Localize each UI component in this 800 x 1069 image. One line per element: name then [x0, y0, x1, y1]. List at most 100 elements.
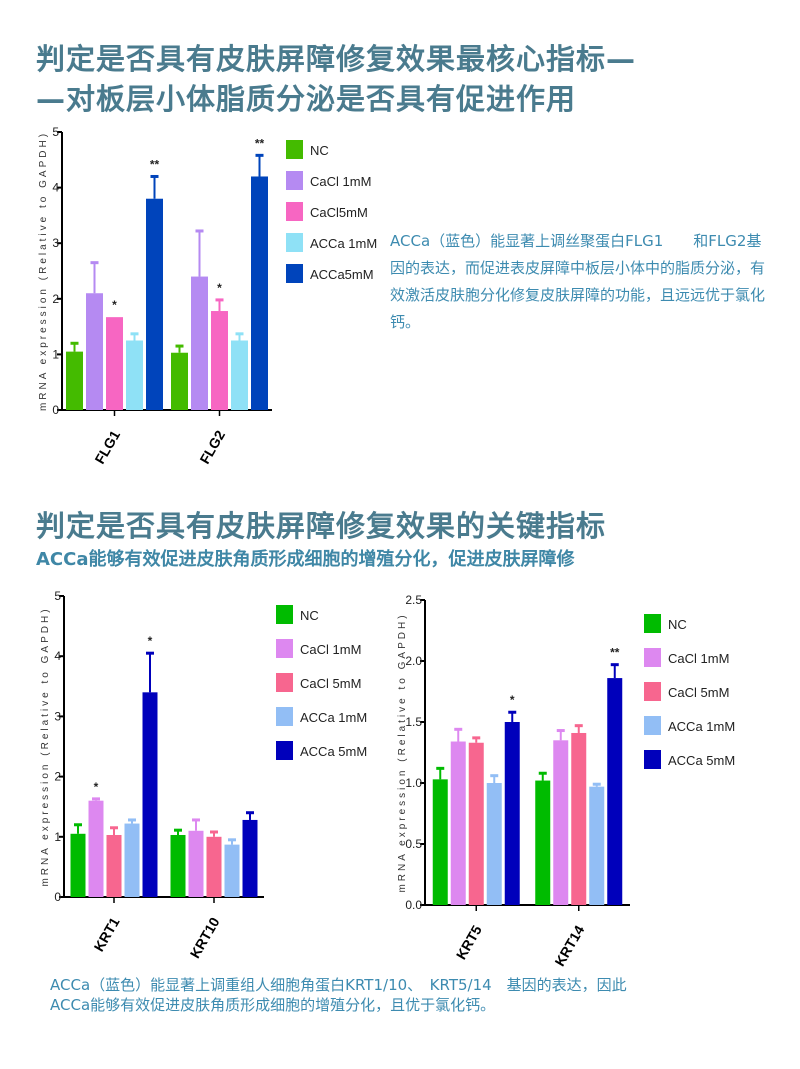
significance-mark: *: [112, 298, 117, 312]
y-tick-label: 2.0: [405, 654, 422, 668]
bar-FLG1-ACCa1mM: [126, 340, 143, 410]
significance-mark: *: [217, 281, 222, 295]
legend-label: ACCa 5mM: [300, 744, 367, 759]
y-tick-label: 3: [54, 709, 61, 723]
bar-KRT1-CaCl5mM: [106, 834, 122, 897]
significance-mark: *: [148, 634, 153, 648]
bar-KRT10-CaCl5mM: [206, 836, 222, 897]
section1-title-line2: —对板层小体脂质分泌是否具有促进作用: [36, 82, 577, 116]
y-axis-label: mRNA expression (Relative to GAPDH): [397, 612, 408, 892]
bar-FLG1-CaCl5mM: [106, 317, 123, 410]
significance-mark: *: [510, 693, 515, 707]
section2-description-line2: ACCa能够有效促进皮肤角质形成细胞的增殖分化，且优于氯化钙。: [50, 996, 496, 1014]
bar-KRT5-CaCl1mM: [450, 741, 466, 905]
x-tick-label-KRT5: KRT5: [453, 922, 485, 962]
section1-title-line1: 判定是否具有皮肤屏障修复效果最核心指标—: [36, 42, 637, 76]
x-tick-label-FLG2: FLG2: [196, 427, 228, 466]
y-tick-label: 1.5: [405, 715, 422, 729]
y-axis-label: mRNA expression (Relative to GAPDH): [38, 131, 49, 411]
y-tick-label: 2: [54, 770, 61, 784]
bar-KRT5-NC: [432, 779, 448, 905]
legend-label: CaCl 5mM: [300, 676, 361, 691]
y-tick-label: 5: [52, 125, 59, 139]
legend-label: CaCl 1mM: [300, 642, 361, 657]
legend-swatch: [286, 140, 303, 159]
bar-FLG2-ACCa1mM: [231, 340, 248, 410]
legend-swatch: [286, 171, 303, 190]
bar-KRT5-ACCa1mM: [486, 783, 502, 905]
bar-KRT1-NC: [70, 833, 86, 897]
legend-label: ACCa 1mM: [668, 719, 735, 734]
significance-mark: **: [150, 157, 160, 171]
legend-swatch: [286, 264, 303, 283]
y-tick-label: 3: [52, 236, 59, 250]
bar-KRT10-ACCa1mM: [224, 844, 240, 897]
y-tick-label: 1.0: [405, 776, 422, 790]
legend-swatch: [644, 750, 661, 769]
bar-KRT5-ACCa5mM: [504, 722, 520, 905]
legend-swatch: [644, 648, 661, 667]
legend-swatch: [276, 605, 293, 624]
x-tick-label-KRT1: KRT1: [90, 914, 122, 954]
y-tick-label: 4: [52, 181, 59, 195]
legend-label: CaCl 5mM: [668, 685, 729, 700]
y-tick-label: 2.5: [405, 593, 422, 607]
bar-KRT14-ACCa5mM: [607, 678, 623, 905]
legend-label: ACCa5mM: [310, 267, 374, 282]
section1-description: ACCa（蓝色）能显著上调丝聚蛋白FLG1 和FLG2基因的表达，而促进表皮屏障…: [390, 232, 766, 331]
bar-FLG2-CaCl1mM: [191, 276, 208, 410]
y-axis-label: mRNA expression (Relative to GAPDH): [40, 606, 51, 886]
y-tick-label: 4: [54, 649, 61, 663]
legend-label: CaCl 1mM: [310, 174, 371, 189]
legend-swatch: [644, 682, 661, 701]
x-tick-label-KRT14: KRT14: [551, 922, 587, 969]
significance-mark: **: [255, 136, 265, 150]
y-tick-label: 0: [54, 890, 61, 904]
bar-FLG2-ACCa5mM: [251, 176, 268, 410]
y-tick-label: 1: [54, 830, 61, 844]
bar-KRT14-NC: [535, 780, 551, 905]
bar-KRT1-CaCl1mM: [88, 800, 104, 897]
bar-FLG1-NC: [66, 351, 83, 410]
legend-label: NC: [310, 143, 329, 158]
bar-KRT1-ACCa1mM: [124, 823, 140, 897]
bar-KRT14-CaCl5mM: [571, 732, 587, 905]
bar-KRT14-ACCa1mM: [589, 786, 605, 905]
bar-FLG2-NC: [171, 352, 188, 410]
legend-swatch: [644, 716, 661, 735]
legend-swatch: [276, 639, 293, 658]
y-tick-label: 0.5: [405, 837, 422, 851]
bar-FLG1-CaCl1mM: [86, 293, 103, 410]
legend-swatch: [286, 202, 303, 221]
legend-label: NC: [300, 608, 319, 623]
legend-label: ACCa 1mM: [310, 236, 377, 251]
section2-title: 判定是否具有皮肤屏障修复效果的关键指标: [36, 509, 607, 543]
bar-FLG2-CaCl5mM: [211, 311, 228, 410]
section2-description-line1: ACCa（蓝色）能显著上调重组人细胞角蛋白KRT1/10、 KRT5/14 基因…: [50, 976, 627, 994]
chart-3: 0.0 0.5 1.0 1.5 2.0 2.5 mRNA expression (Relat…: [397, 593, 735, 969]
legend-swatch: [276, 673, 293, 692]
bar-KRT10-CaCl1mM: [188, 830, 204, 897]
y-tick-label: 0: [52, 403, 59, 417]
significance-mark: **: [610, 646, 620, 660]
y-tick-label: 0.0: [405, 898, 422, 912]
significance-mark: *: [94, 780, 99, 794]
legend-label: ACCa 5mM: [668, 753, 735, 768]
legend-swatch: [644, 614, 661, 633]
legend-label: CaCl5mM: [310, 205, 368, 220]
legend-label: NC: [668, 617, 687, 632]
bar-KRT1-ACCa5mM: [142, 692, 158, 897]
x-tick-label-KRT10: KRT10: [187, 914, 223, 961]
legend-swatch: [276, 707, 293, 726]
bar-KRT5-CaCl5mM: [468, 742, 484, 905]
legend-label: ACCa 1mM: [300, 710, 367, 725]
bar-KRT10-NC: [170, 834, 186, 897]
section2-subtitle: ACCa能够有效促进皮肤角质形成细胞的增殖分化，促进皮肤屏障修: [36, 549, 575, 570]
bar-KRT10-ACCa5mM: [242, 819, 258, 897]
x-tick-label-FLG1: FLG1: [91, 427, 123, 466]
bar-KRT14-CaCl1mM: [553, 740, 569, 905]
y-tick-label: 5: [54, 589, 61, 603]
